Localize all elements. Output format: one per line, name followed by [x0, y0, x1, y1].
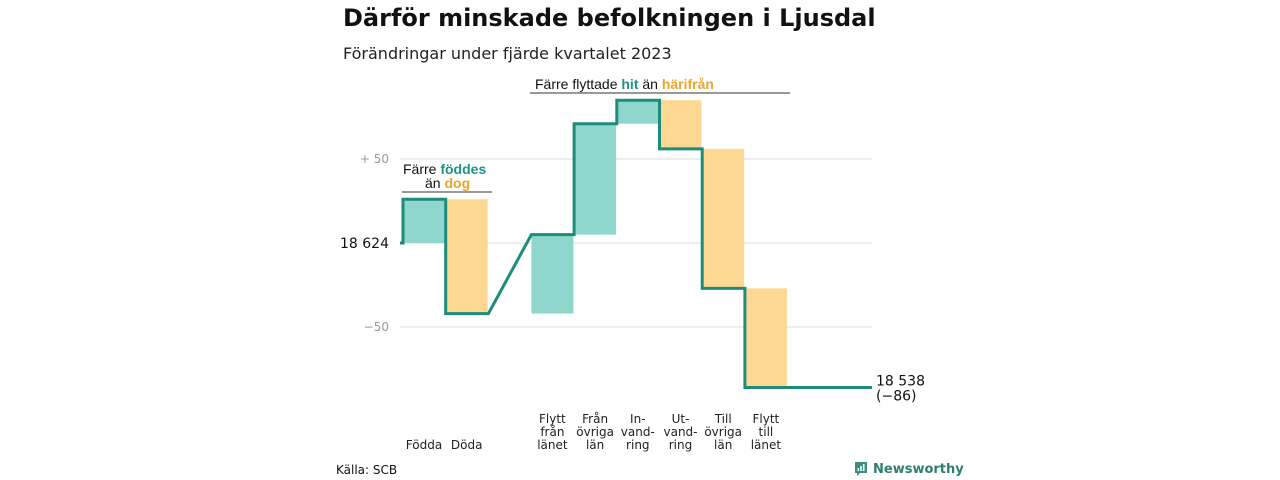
category-label: Födda [406, 438, 442, 452]
bar-tillövrigalän [702, 148, 745, 289]
category-label: Flytt från länet [537, 412, 568, 452]
end-change-label: (−86) [876, 388, 916, 404]
newsworthy-logo-icon [855, 462, 867, 476]
bar-döda [445, 199, 488, 314]
waterfall-step-line [400, 98, 872, 389]
end-value-label: 18 538 [876, 373, 925, 389]
category-label: Döda [451, 438, 483, 452]
newsworthy-logo: Newsworthy [854, 461, 964, 477]
category-label: Till övriga län [704, 412, 742, 452]
bar-födda [403, 199, 445, 243]
y-tick-label: −50 [364, 320, 389, 334]
chart-subtitle: Förändringar under fjärde kvartalet 2023 [343, 44, 672, 63]
category-label: Flytt till länet [751, 412, 782, 452]
birth-annotation-line2: än dog [425, 175, 470, 191]
source-note: Källa: SCB [336, 463, 398, 477]
chart-title: Därför minskade befolkningen i Ljusdal [343, 4, 876, 32]
category-label: Från övriga län [576, 412, 614, 452]
bar-utvandring [659, 100, 702, 149]
start-value-label: 18 624 [340, 236, 389, 252]
bar-frånövrigalän [574, 123, 617, 235]
bar-flyttfrånlänet [531, 234, 574, 314]
category-label: Ut-vand-ring [663, 412, 697, 452]
newsworthy-logo-text: Newsworthy [873, 461, 964, 477]
bar-flytttilllänet [744, 288, 787, 388]
bar-invandring [616, 100, 659, 124]
y-tick-label: + 50 [360, 152, 389, 166]
category-label: In-vand-ring [621, 412, 655, 452]
migration-annotation: Färre flyttade hit än härifrån [535, 76, 714, 92]
birth-annotation-line1: Färre föddes [403, 161, 486, 177]
